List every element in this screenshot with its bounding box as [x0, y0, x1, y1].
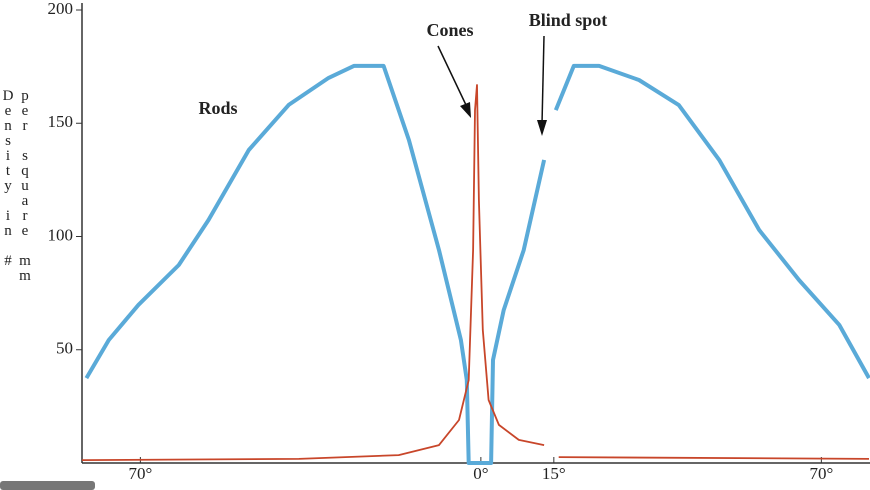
series-label: Cones: [426, 20, 473, 40]
arrow: [541, 35, 545, 125]
x-tick-label: 70°: [128, 464, 152, 483]
series-line: [84, 63, 870, 465]
y-tick-label: 200: [48, 0, 74, 18]
series-line: [81, 84, 870, 461]
y-tick-label: 50: [56, 339, 73, 358]
series-label: Rods: [198, 98, 237, 118]
y-axis-label: Density in #: [0, 88, 16, 268]
scrollbar: [0, 481, 95, 490]
y-axis-label: per square mm: [17, 88, 33, 283]
x-tick-label: 70°: [809, 464, 833, 483]
arrow: [437, 45, 467, 106]
arrow-head: [460, 102, 471, 118]
annotation: Blind spot: [529, 10, 608, 30]
x-tick-label: 15°: [542, 464, 566, 483]
arrow-head: [537, 120, 547, 136]
x-tick-label: 0°: [473, 464, 488, 483]
y-tick-label: 100: [48, 225, 74, 244]
y-tick-label: 150: [48, 112, 74, 131]
